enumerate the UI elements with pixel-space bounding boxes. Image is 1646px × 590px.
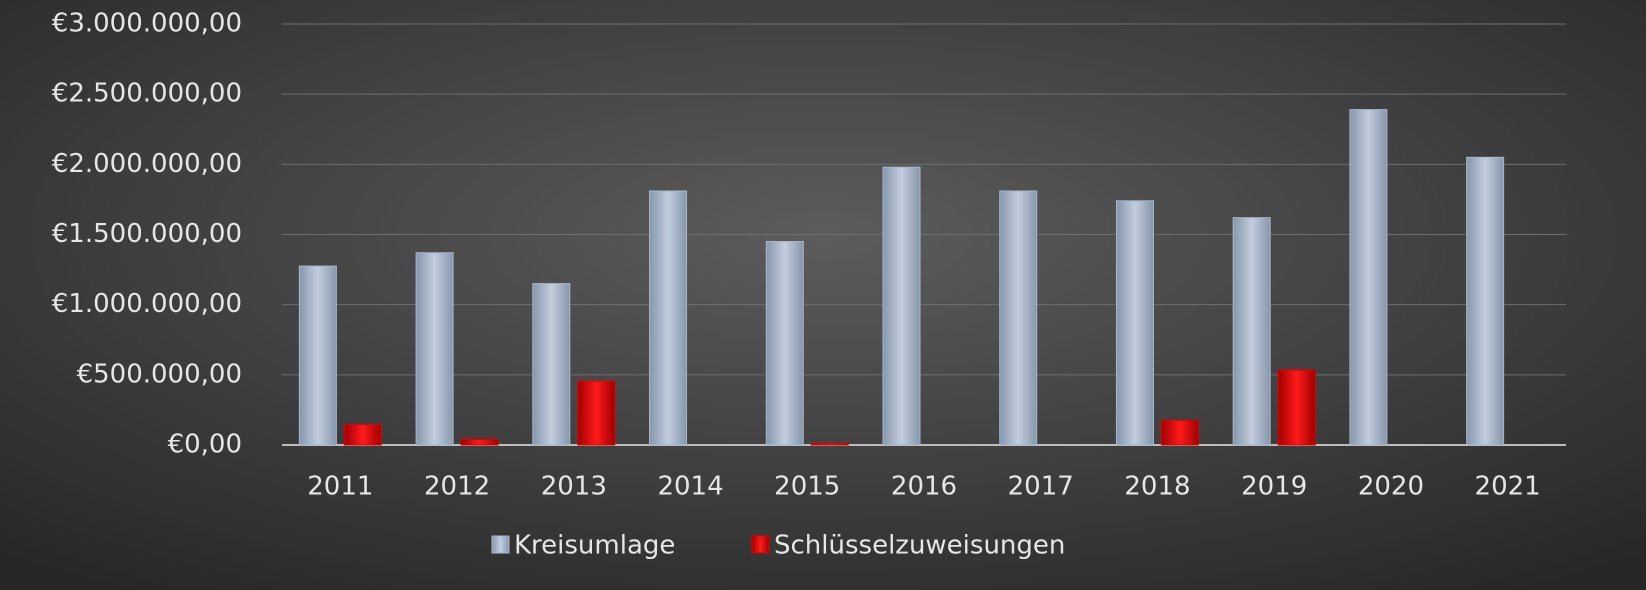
bar	[1277, 369, 1316, 446]
x-tick-label: 2015	[774, 472, 840, 502]
bar	[532, 283, 571, 446]
x-tick-label: 2014	[657, 472, 723, 502]
y-tick-label: €2.500.000,00	[52, 79, 242, 109]
bar	[765, 241, 804, 446]
x-tick-label: 2012	[424, 472, 490, 502]
y-tick-label: €500.000,00	[77, 359, 242, 389]
x-tick-label: 2017	[1008, 472, 1074, 502]
bar	[999, 190, 1038, 446]
bar	[577, 380, 616, 446]
legend-label: Kreisumlage	[514, 531, 675, 561]
x-tick-label: 2020	[1358, 472, 1424, 502]
bar	[1232, 217, 1271, 446]
x-tick-label: 2018	[1124, 472, 1190, 502]
bar	[1349, 109, 1388, 446]
legend-label: Schlüsselzuweisungen	[774, 531, 1065, 561]
bar	[649, 190, 688, 446]
x-tick-label: 2019	[1241, 472, 1307, 502]
x-tick-label: 2016	[891, 472, 957, 502]
bar	[460, 438, 499, 446]
y-tick-label: €3.000.000,00	[52, 9, 242, 39]
x-tick-label: 2021	[1475, 472, 1541, 502]
bar	[810, 443, 849, 446]
bar	[415, 252, 454, 446]
bar	[343, 424, 382, 446]
bar	[1466, 156, 1505, 446]
bar	[298, 265, 337, 446]
bar	[1115, 200, 1154, 446]
legend-swatch	[491, 535, 510, 554]
x-tick-label: 2011	[307, 472, 373, 502]
y-tick-label: €1.000.000,00	[52, 289, 242, 319]
bar	[1160, 419, 1199, 446]
y-tick-label: €0,00	[168, 430, 242, 460]
x-tick-label: 2013	[541, 472, 607, 502]
y-tick-label: €1.500.000,00	[52, 219, 242, 249]
y-tick-label: €2.000.000,00	[52, 149, 242, 179]
legend-swatch	[751, 535, 770, 554]
bar	[882, 166, 921, 446]
